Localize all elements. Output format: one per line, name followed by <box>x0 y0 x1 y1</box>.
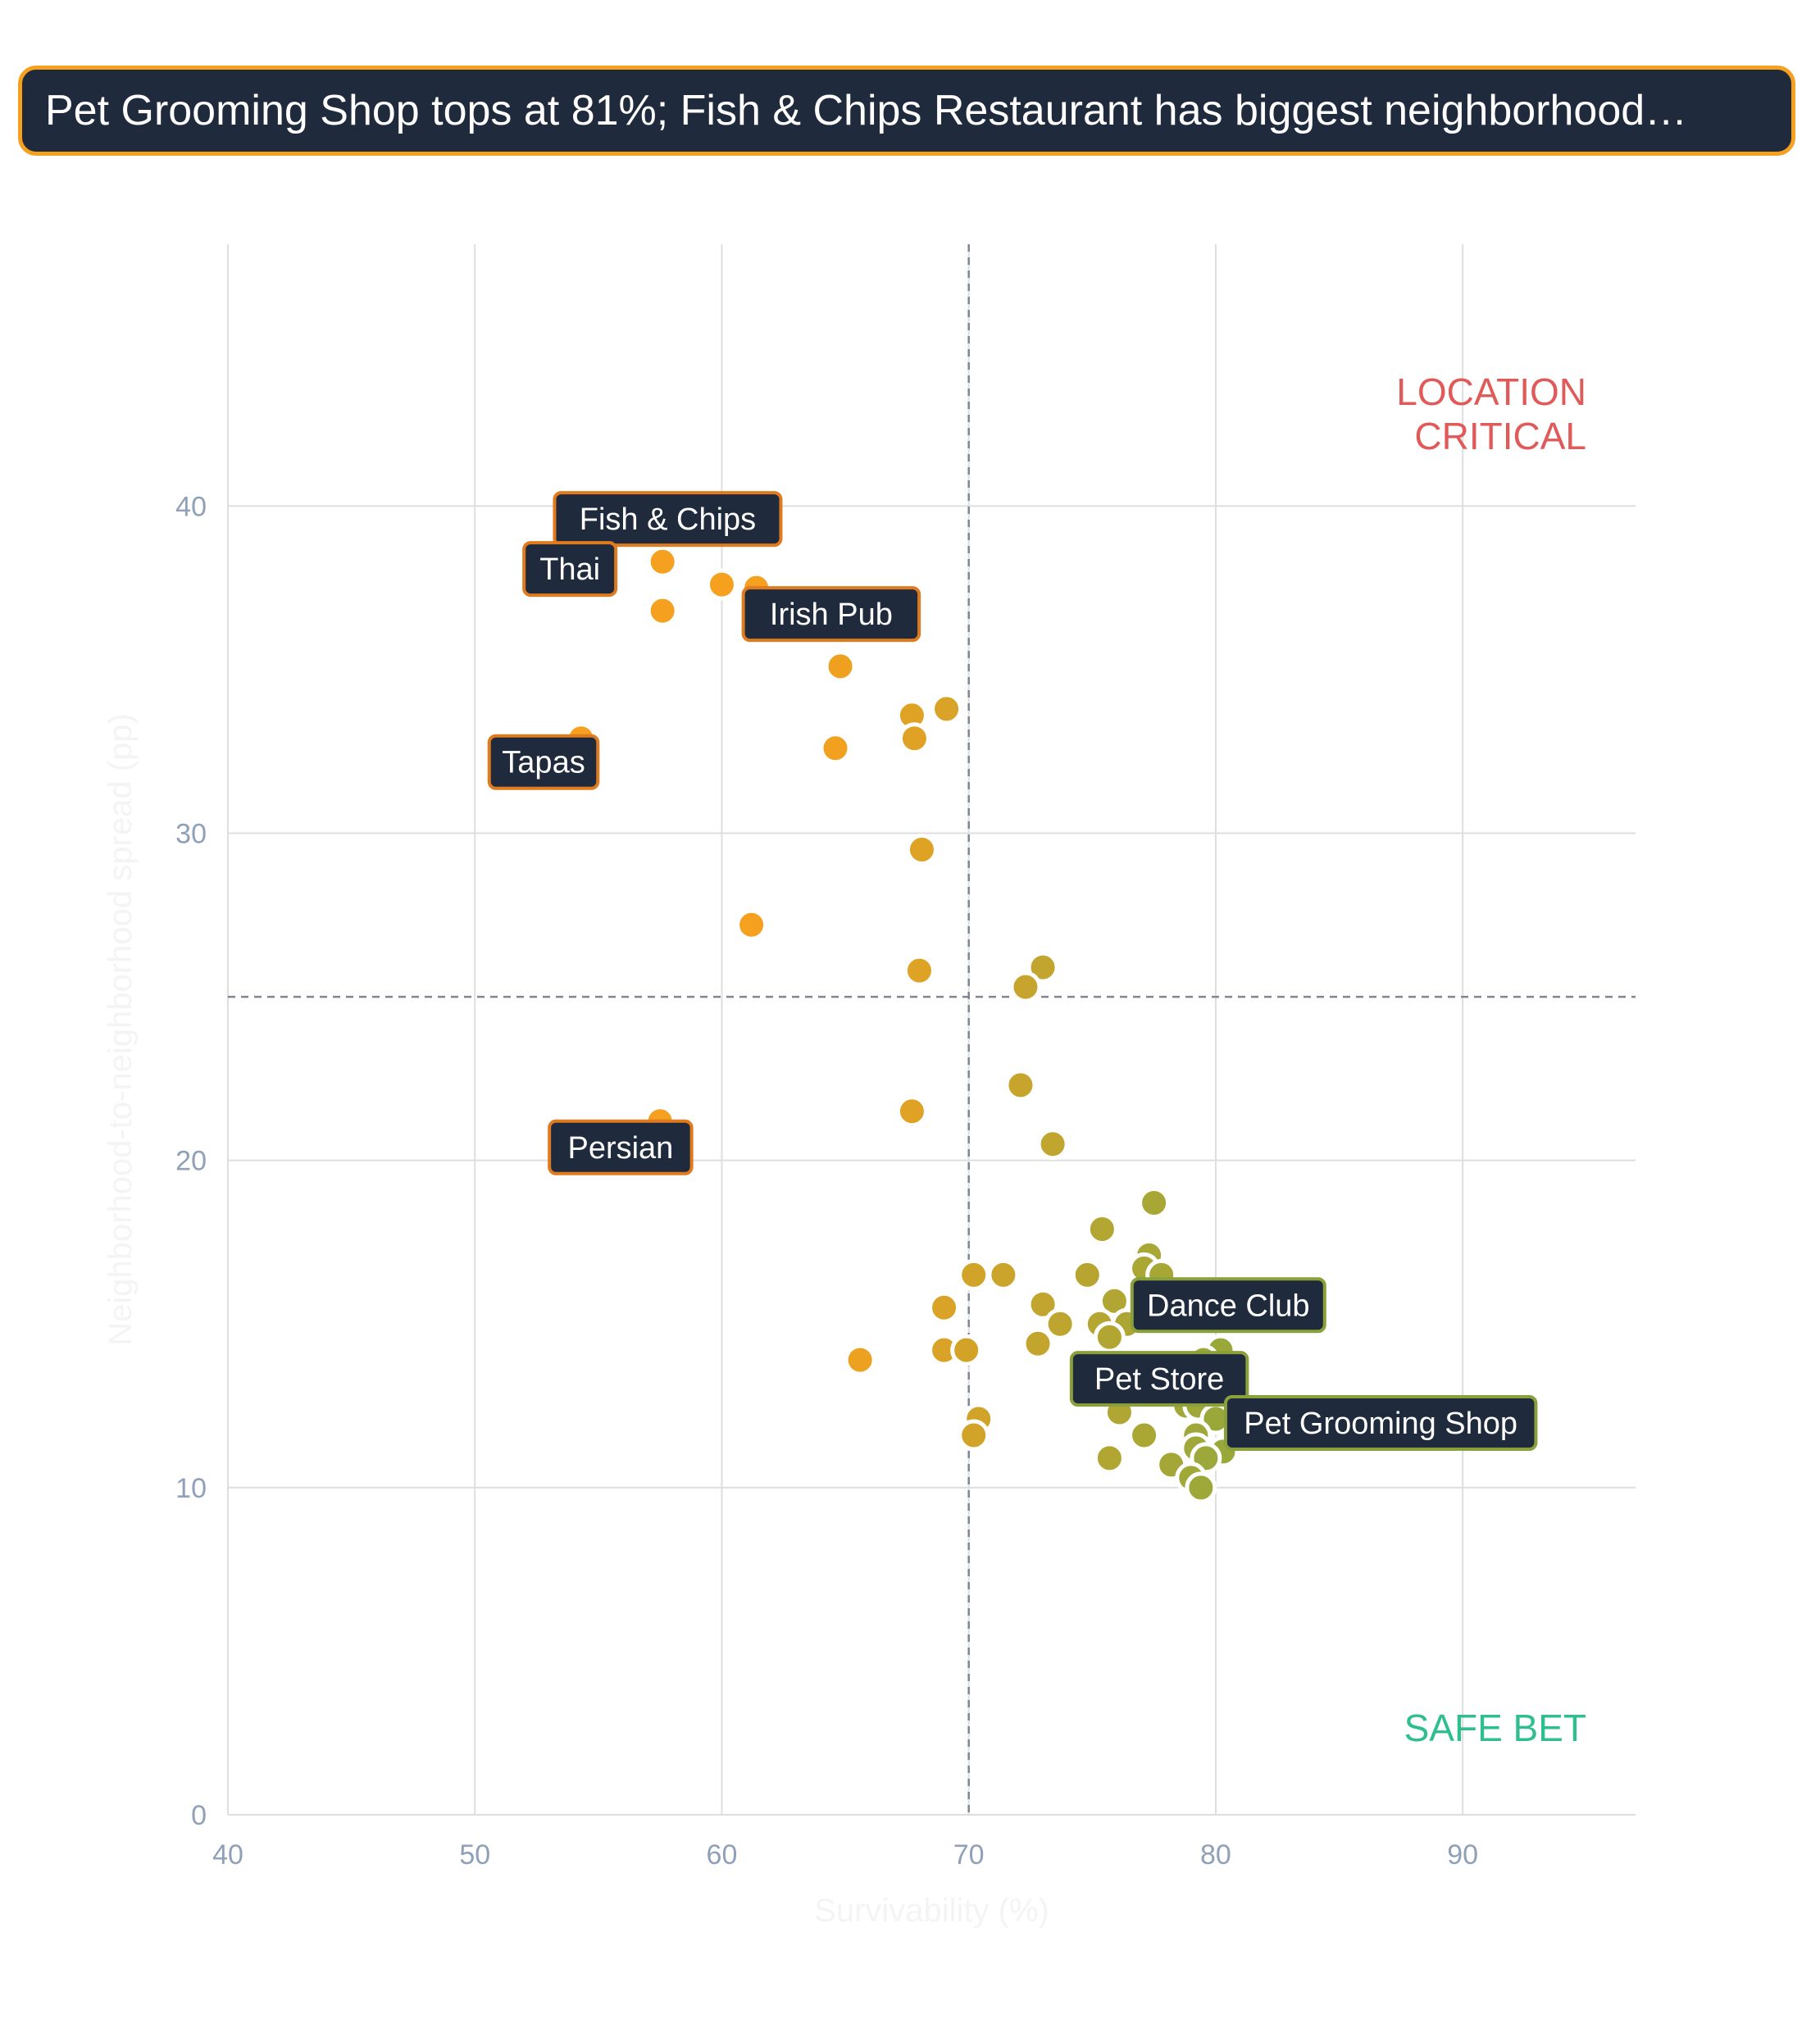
annotation-box <box>522 541 618 598</box>
data-point <box>1004 1069 1037 1102</box>
y-tick-label: 20 <box>175 1146 207 1177</box>
annotation-label: Thai <box>522 541 618 598</box>
data-point <box>1093 1321 1126 1353</box>
annotation-box <box>741 586 921 643</box>
data-point <box>898 722 930 755</box>
annotation-label: Persian <box>548 1119 694 1175</box>
annotation-text: Dance Club <box>1147 1289 1310 1323</box>
annotation-text: Thai <box>539 552 600 587</box>
y-tick-label: 0 <box>191 1800 207 1831</box>
data-point <box>1021 1327 1054 1360</box>
data-point <box>930 693 963 725</box>
data-point <box>895 1095 928 1128</box>
y-tick-label: 10 <box>175 1473 207 1504</box>
x-tick-label: 60 <box>707 1839 738 1871</box>
data-point <box>950 1334 983 1366</box>
grid-lines <box>227 244 1636 1816</box>
data-point <box>735 908 768 941</box>
axis-ticks: 40 50 60 70 80 90 0 10 20 30 40 <box>175 491 1478 1871</box>
annotation-text: Pet Grooming Shop <box>1244 1407 1517 1441</box>
data-point <box>1085 1212 1118 1245</box>
annotation-text: Tapas <box>502 746 585 780</box>
annotation-box <box>548 1119 694 1175</box>
y-tick-label: 40 <box>175 491 207 522</box>
data-point <box>1026 1288 1059 1321</box>
annotation-box <box>1069 1351 1249 1407</box>
data-point <box>1009 970 1042 1003</box>
data-point <box>1071 1258 1103 1291</box>
annotation-label: Pet Grooming Shop <box>1223 1395 1538 1452</box>
x-tick-label: 90 <box>1447 1839 1478 1871</box>
data-point <box>646 594 679 627</box>
x-tick-label: 50 <box>459 1839 490 1871</box>
annotation-text: Persian <box>567 1131 673 1166</box>
data-point <box>1093 1442 1126 1475</box>
quadrant-label-location-critical: CRITICAL <box>1414 415 1586 457</box>
data-point <box>1036 1128 1069 1161</box>
annotation-box <box>553 491 783 548</box>
data-point <box>903 954 935 987</box>
data-point <box>1185 1471 1217 1504</box>
annotation-label: Fish & Chips <box>553 491 783 548</box>
quadrant-label-safe-bet: SAFE BET <box>1404 1707 1586 1749</box>
annotation-text: Fish & Chips <box>580 502 756 537</box>
point-annotations: Fish & Chips Thai Irish Pub Tapas Persian Dan… <box>487 491 1538 1452</box>
chart-headline: Pet Grooming Shop tops at 81%; Fish & Ch… <box>18 66 1795 156</box>
data-point <box>646 545 679 578</box>
annotation-text: Irish Pub <box>770 598 893 632</box>
annotation-label: Tapas <box>487 734 600 790</box>
annotation-box <box>1130 1277 1326 1334</box>
data-point <box>1026 951 1059 984</box>
data-point <box>844 1343 876 1376</box>
y-tick-label: 30 <box>175 819 207 850</box>
data-point <box>819 732 852 765</box>
annotation-label: Dance Club <box>1130 1277 1326 1334</box>
annotation-box <box>487 734 600 790</box>
data-point <box>705 568 738 601</box>
annotation-label: Pet Store <box>1069 1351 1249 1407</box>
data-point <box>905 833 938 866</box>
data-point <box>824 650 857 683</box>
data-point <box>958 1258 990 1291</box>
data-point <box>1138 1187 1171 1220</box>
data-point <box>928 1291 961 1324</box>
annotation-text: Pet Store <box>1094 1362 1224 1397</box>
data-point <box>958 1419 990 1452</box>
annotation-label: Irish Pub <box>741 586 921 643</box>
quadrant-label-location-critical: LOCATION <box>1396 370 1586 413</box>
x-tick-label: 40 <box>212 1839 243 1871</box>
x-tick-label: 70 <box>953 1839 985 1871</box>
reference-lines <box>228 244 1636 1815</box>
x-tick-label: 80 <box>1200 1839 1231 1871</box>
y-axis-title: Neighborhood-to-neighborhood spread (pp) <box>102 713 139 1346</box>
data-point <box>1044 1307 1076 1340</box>
data-point <box>987 1258 1020 1291</box>
data-point <box>1128 1419 1161 1452</box>
annotation-box <box>1223 1395 1538 1452</box>
x-axis-title: Survivability (%) <box>814 1893 1049 1929</box>
